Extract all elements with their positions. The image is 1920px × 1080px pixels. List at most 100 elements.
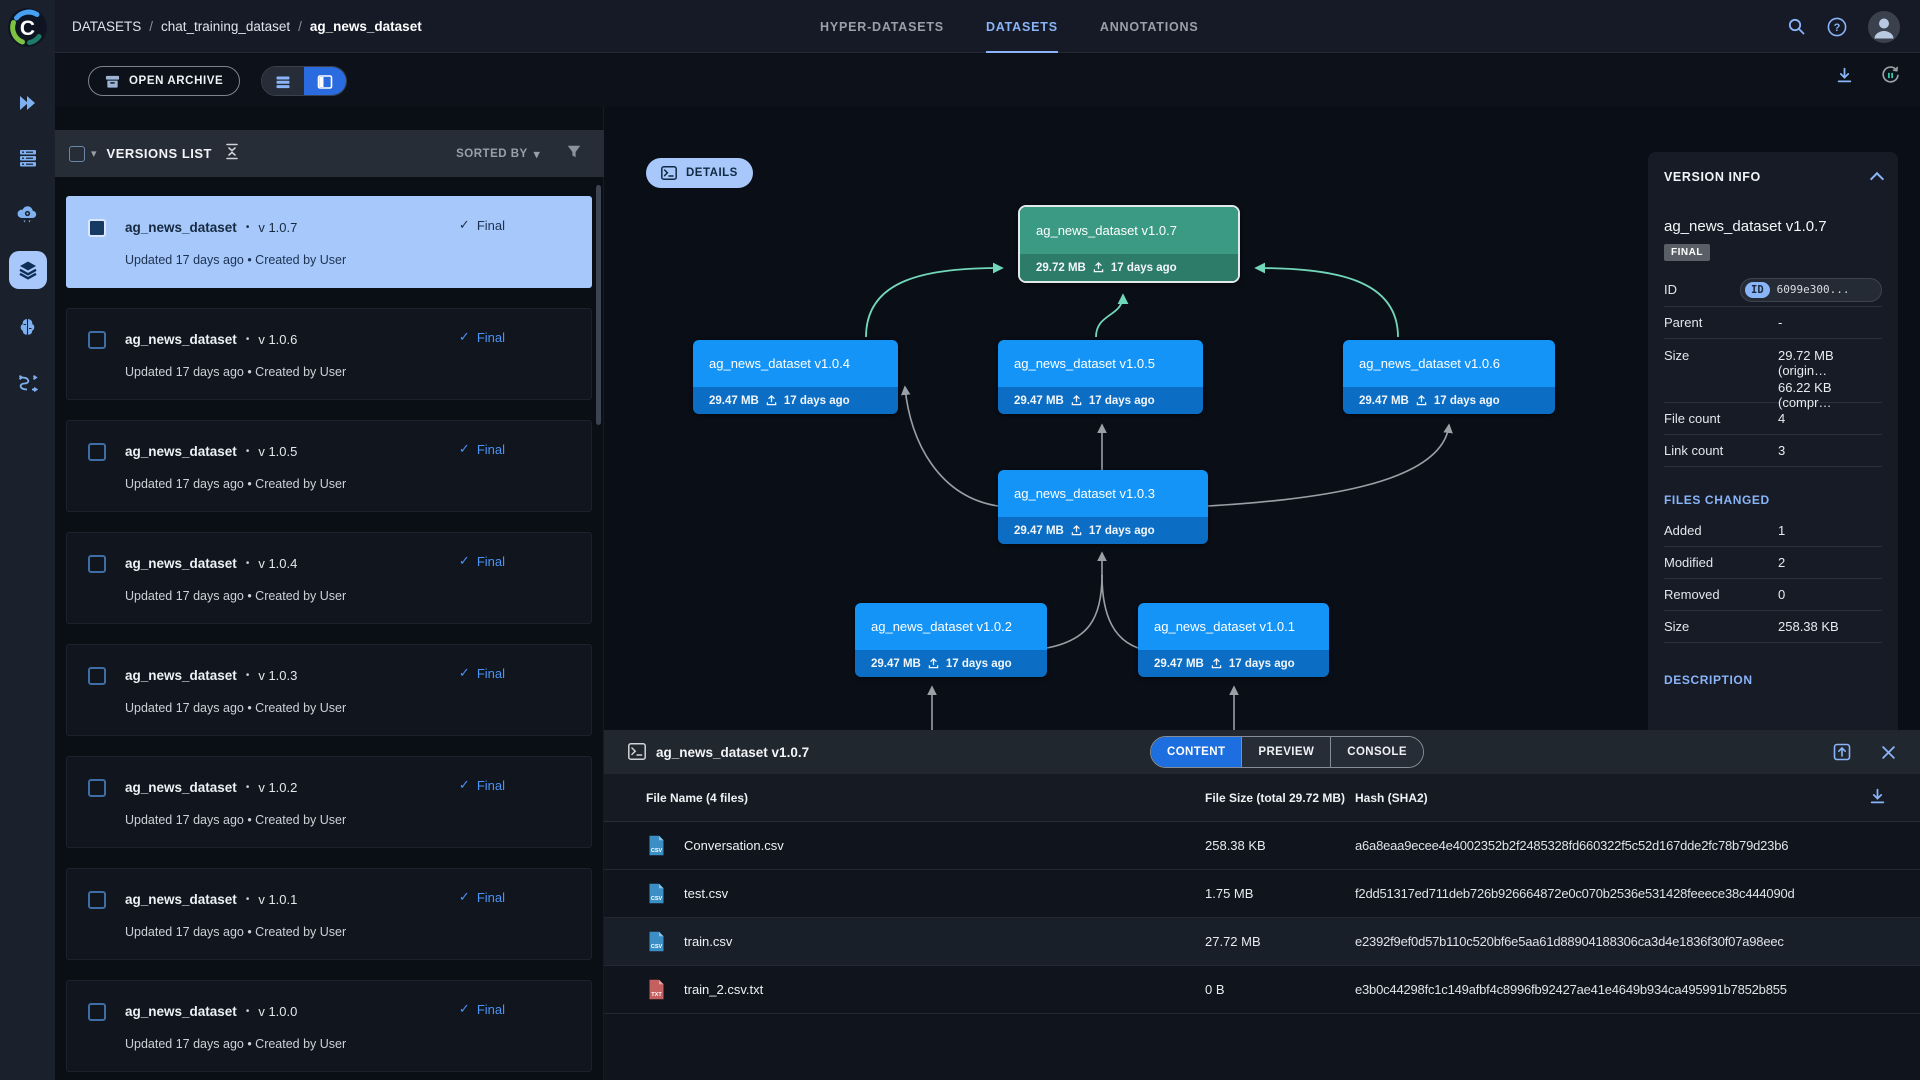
final-status: ✓ Final [458,441,505,457]
id-value-pill[interactable]: ID 6099e300... [1740,277,1882,302]
sidebar-item-datasets[interactable] [0,248,55,292]
view-toggle [261,66,347,96]
graph-node-v1-0-1[interactable]: ag_news_dataset v1.0.1 29.47 MB 17 days … [1138,603,1329,677]
file-row[interactable]: CSV test.csv 1.75 MB f2dd51317ed711deb72… [604,870,1920,918]
list-view-button[interactable] [262,67,304,95]
download-dataset-icon[interactable] [1836,67,1853,84]
final-status: ✓ Final [458,889,505,905]
version-list-item[interactable]: ag_news_dataset • v 1.0.5 ✓ Final Updated… [66,420,592,512]
graph-node-v1-0-6[interactable]: ag_news_dataset v1.0.6 29.47 MB 17 days … [1343,340,1555,414]
version-checkbox[interactable] [88,555,106,573]
tab-annotations[interactable]: ANNOTATIONS [1099,19,1199,34]
main-tabs: HYPER-DATASETS DATASETS ANNOTATIONS [820,0,1198,53]
tab-hyper-datasets[interactable]: HYPER-DATASETS [820,19,944,34]
final-status: ✓ Final [458,217,505,233]
node-footer: 29.47 MB 17 days ago [855,650,1047,677]
select-all-checkbox[interactable] [69,145,85,162]
graph-node-v1-0-4[interactable]: ag_news_dataset v1.0.4 29.47 MB 17 days … [693,340,898,414]
tab-datasets[interactable]: DATASETS [985,0,1058,53]
sidebar-item-workers[interactable] [0,136,55,180]
version-checkbox[interactable] [88,667,106,685]
version-meta: Updated 17 days ago • Created by User [125,1037,347,1051]
tab-content[interactable]: CONTENT [1151,737,1243,767]
sidebar-item-pipelines[interactable] [0,361,55,405]
version-list-item[interactable]: ag_news_dataset • v 1.0.3 ✓ Final Updated… [66,644,592,736]
filter-icon[interactable] [566,144,582,164]
graph-node-v1-0-7[interactable]: ag_news_dataset v1.0.7 29.72 MB 17 days … [1018,205,1240,283]
help-icon[interactable]: ? [1827,17,1847,37]
sidebar-item-projects[interactable] [0,81,55,125]
version-list-item[interactable]: ag_news_dataset • v 1.0.4 ✓ Final Updated… [66,532,592,624]
file-hash: a6a8eaa9ecee4e4002352b2f2485328fd660322f… [1355,838,1789,853]
download-files-icon[interactable] [1869,788,1886,808]
nav-sidebar: C [0,0,55,1080]
version-list-item[interactable]: ag_news_dataset • v 1.0.6 ✓ Final Updated… [66,308,592,400]
version-list-item[interactable]: ag_news_dataset • v 1.0.2 ✓ Final Updated… [66,756,592,848]
sidebar-item-models[interactable] [0,305,55,349]
file-row[interactable]: TXT train_2.csv.txt 0 B e3b0c44298fc1c14… [604,966,1920,1014]
avatar[interactable] [1868,10,1900,43]
file-name: test.csv [684,886,729,901]
file-row[interactable]: CSV train.csv 27.72 MB e2392f9ef0d57b110… [604,918,1920,966]
upload-icon [1093,262,1104,273]
graph-node-v1-0-5[interactable]: ag_news_dataset v1.0.5 29.47 MB 17 days … [998,340,1203,414]
graph-edges [865,262,1453,730]
close-panel-icon[interactable] [1881,745,1896,760]
version-meta: Updated 17 days ago • Created by User [125,701,347,715]
final-status: ✓ Final [458,777,505,793]
collapse-all-icon[interactable] [224,143,240,165]
actions-toolbar: OPEN ARCHIVE [55,54,1920,107]
versions-scrollbar[interactable] [596,185,601,425]
auto-refresh-icon[interactable] [1881,66,1900,85]
separator-dot: • [245,445,250,457]
version-checkbox[interactable] [88,219,106,237]
csv-file-icon: CSV [648,931,665,957]
archive-icon [105,75,120,88]
sidebar-item-automation[interactable] [0,192,55,236]
version-list-item[interactable]: ag_news_dataset • v 1.0.0 ✓ Final Updated… [66,980,592,1072]
maximize-panel-icon[interactable] [1833,743,1851,761]
breadcrumb-datasets[interactable]: DATASETS [72,19,142,34]
list-view-icon [276,76,290,89]
version-number: v 1.0.0 [258,1003,298,1019]
split-view-button[interactable] [304,67,346,95]
details-button[interactable]: DETAILS [646,158,753,188]
info-row-changed-size: Size 258.38 KB [1664,611,1882,643]
info-row-id: ID ID 6099e300... [1664,273,1882,307]
clearml-logo[interactable]: C [7,7,48,48]
version-info-title: VERSION INFO [1664,170,1761,184]
separator-dot: • [245,781,250,793]
tab-preview[interactable]: PREVIEW [1242,737,1332,767]
open-archive-button[interactable]: OPEN ARCHIVE [88,66,241,96]
sorted-by-dropdown[interactable]: SORTED BY ▾ [456,147,540,161]
node-title: ag_news_dataset v1.0.3 [998,470,1208,517]
version-checkbox[interactable] [88,891,106,909]
collapse-panel-icon[interactable] [1869,171,1885,187]
version-name: ag_news_dataset [125,443,237,459]
version-name: ag_news_dataset [125,891,237,907]
version-checkbox[interactable] [88,779,106,797]
file-row[interactable]: CSV Conversation.csv 258.38 KB a6a8eaa9e… [604,822,1920,870]
version-checkbox[interactable] [88,1003,106,1021]
checkbox-menu-caret[interactable]: ▾ [91,148,97,160]
info-row-parent: Parent - [1664,307,1882,339]
file-panel-header: ag_news_dataset v1.0.7 CONTENT PREVIEW C… [604,730,1920,774]
separator-dot: • [245,221,250,233]
graph-node-v1-0-3[interactable]: ag_news_dataset v1.0.3 29.47 MB 17 days … [998,470,1208,544]
breadcrumb-project[interactable]: chat_training_dataset [161,19,291,34]
upload-icon [1211,658,1222,669]
version-number: v 1.0.5 [258,443,298,459]
tab-console[interactable]: CONSOLE [1331,737,1423,767]
version-list-item[interactable]: ag_news_dataset • v 1.0.7 ✓ Final Updated… [66,196,592,288]
graph-node-v1-0-2[interactable]: ag_news_dataset v1.0.2 29.47 MB 17 days … [855,603,1047,677]
version-checkbox[interactable] [88,331,106,349]
id-chip: ID [1745,281,1770,298]
breadcrumb-dataset: ag_news_dataset [309,19,422,34]
version-number: v 1.0.4 [258,555,298,571]
version-checkbox[interactable] [88,443,106,461]
file-size: 27.72 MB [1205,934,1261,949]
version-list-item[interactable]: ag_news_dataset • v 1.0.1 ✓ Final Updated… [66,868,592,960]
panel-tab-group: CONTENT PREVIEW CONSOLE [1150,736,1424,768]
search-icon[interactable] [1787,17,1806,36]
node-footer: 29.47 MB 17 days ago [1138,650,1329,677]
